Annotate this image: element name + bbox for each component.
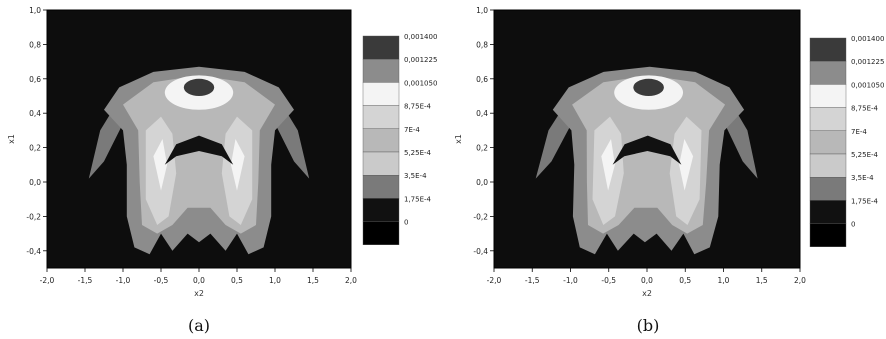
y-tick-label: -0,2 — [26, 212, 41, 221]
y-tick-label: -0,2 — [473, 212, 488, 221]
y-tick-label: 0,4 — [29, 109, 41, 118]
legend-label: 0,001400 — [851, 35, 884, 43]
contour-peak-left — [601, 139, 615, 191]
y-tick-label: 0,8 — [476, 40, 488, 49]
legend-label: 1,75E-4 — [851, 197, 879, 205]
contour-gap — [164, 135, 234, 165]
x-axis-title: x2 — [642, 289, 652, 298]
chart-panel-2: -2,0 -1,5 -1,0 -0,5 0,0 0,5 1,0 1,5 2,0 -0,4 -0,2 0… — [454, 6, 884, 335]
legend-swatch — [362, 151, 400, 176]
panel-caption: (b) — [637, 316, 660, 335]
legend-label: 0 — [851, 221, 855, 229]
x-axis-title: x2 — [194, 289, 204, 298]
y-tick-label: 0,8 — [29, 40, 41, 49]
x-tick-label: -1,5 — [78, 276, 93, 285]
x-tick-label: -0,5 — [601, 276, 616, 285]
x-tick-label: 1,5 — [307, 276, 319, 285]
legend-label: 5,25E-4 — [404, 149, 432, 157]
x-tick-label: -2,0 — [487, 276, 502, 285]
y-axis-title: x1 — [454, 134, 463, 144]
legend-label: 7E-4 — [851, 128, 867, 136]
contour-cap-core — [183, 78, 215, 96]
legend-swatch — [809, 130, 847, 155]
contour-gap — [612, 135, 682, 165]
y-tick-label: 0,6 — [476, 75, 488, 84]
legend-label: 0,001400 — [404, 33, 437, 41]
legend-label: 5,25E-4 — [851, 151, 879, 159]
panel-caption: (a) — [188, 316, 210, 335]
legend-swatch — [809, 37, 847, 62]
x-tick-label: 0,0 — [193, 276, 205, 285]
y-tick-label: 0,0 — [476, 178, 488, 187]
legend-label: 0,001050 — [404, 79, 437, 87]
y-tick-label: 1,0 — [476, 6, 488, 15]
x-tick-label: 0,0 — [641, 276, 653, 285]
x-tick-label: 2,0 — [794, 276, 806, 285]
legend-swatch — [809, 107, 847, 131]
legend-label: 3,5E-4 — [851, 174, 874, 182]
legend-swatch — [809, 176, 847, 201]
legend-label: 8,75E-4 — [851, 105, 879, 113]
x-tick-label: 0,5 — [679, 276, 691, 285]
chart-panel-1: -2,0 -1,5 -1,0 -0,5 0,0 0,5 1,0 1,5 2,0 -0,4 -0,2 0… — [7, 6, 437, 335]
legend-swatch — [362, 221, 400, 246]
contour-peak-right — [230, 139, 245, 191]
y-tick-label: 1,0 — [29, 6, 41, 15]
legend-label: 0 — [404, 219, 408, 227]
x-tick-label: -2,0 — [40, 276, 55, 285]
legend-label: 1,75E-4 — [404, 195, 432, 203]
x-tick-label: 1,0 — [269, 276, 281, 285]
legend-swatch — [362, 59, 400, 83]
legend-label: 0,001050 — [851, 81, 884, 89]
legend: 0,001400 0,001225 0,001050 8,75E-4 7E-4 5,25E… — [362, 33, 437, 246]
legend-swatch — [362, 35, 400, 60]
contour-cap-core — [633, 78, 664, 96]
x-tick-label: 1,0 — [718, 276, 730, 285]
contour-peak-left — [153, 139, 168, 191]
legend-label: 0,001225 — [851, 58, 884, 66]
x-tick-label: -1,5 — [525, 276, 540, 285]
contour-peak-right — [679, 139, 694, 191]
legend-swatch — [809, 61, 847, 85]
y-tick-label: 0,0 — [29, 178, 41, 187]
contour-field — [88, 66, 310, 255]
x-tick-label: 1,5 — [756, 276, 768, 285]
contour-field — [535, 66, 758, 255]
legend-swatch — [809, 153, 847, 178]
legend: 0,001400 0,001225 0,001050 8,75E-4 7E-4 5,25E… — [809, 35, 884, 248]
legend-swatch — [362, 198, 400, 222]
y-tick-label: 0,2 — [476, 144, 488, 153]
legend-swatch — [809, 223, 847, 248]
y-tick-label: 0,6 — [29, 75, 41, 84]
x-tick-label: 0,5 — [231, 276, 243, 285]
legend-label: 8,75E-4 — [404, 103, 432, 111]
legend-label: 7E-4 — [404, 126, 420, 134]
y-tick-label: 0,2 — [29, 144, 41, 153]
y-tick-label: -0,4 — [473, 247, 488, 256]
x-tick-label: -1,0 — [116, 276, 131, 285]
legend-swatch — [362, 174, 400, 199]
x-tick-label: -0,5 — [154, 276, 169, 285]
y-tick-label: -0,4 — [26, 247, 41, 256]
legend-label: 0,001225 — [404, 56, 437, 64]
y-tick-label: 0,4 — [476, 109, 488, 118]
legend-swatch — [362, 128, 400, 153]
legend-swatch — [362, 82, 400, 106]
legend-label: 3,5E-4 — [404, 172, 427, 180]
legend-swatch — [362, 105, 400, 129]
x-tick-label: 2,0 — [345, 276, 357, 285]
x-tick-label: -1,0 — [563, 276, 578, 285]
y-axis-title: x1 — [7, 134, 16, 144]
legend-swatch — [809, 84, 847, 108]
legend-swatch — [809, 200, 847, 224]
